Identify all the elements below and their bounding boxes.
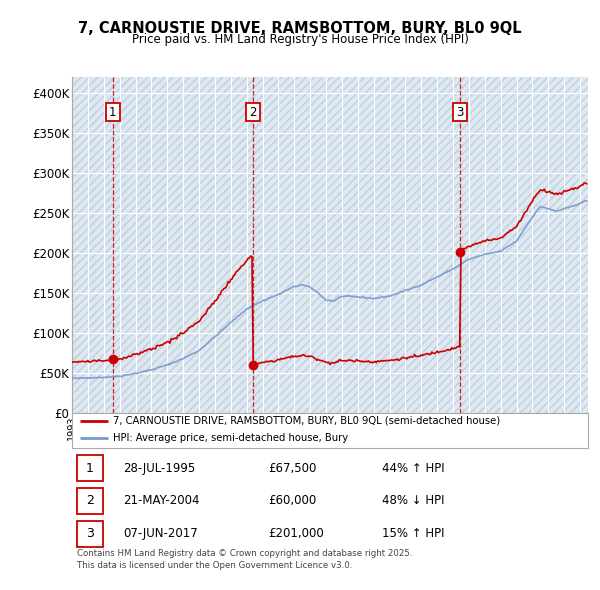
FancyBboxPatch shape: [72, 413, 588, 448]
Text: 28-JUL-1995: 28-JUL-1995: [124, 462, 196, 475]
Text: 1: 1: [86, 462, 94, 475]
Text: £201,000: £201,000: [268, 527, 324, 540]
Text: £60,000: £60,000: [268, 494, 316, 507]
Text: £67,500: £67,500: [268, 462, 316, 475]
Text: 1: 1: [109, 106, 116, 119]
Text: 7, CARNOUSTIE DRIVE, RAMSBOTTOM, BURY, BL0 9QL: 7, CARNOUSTIE DRIVE, RAMSBOTTOM, BURY, B…: [78, 21, 522, 35]
Text: 48% ↓ HPI: 48% ↓ HPI: [382, 494, 444, 507]
FancyBboxPatch shape: [77, 521, 103, 546]
Text: 21-MAY-2004: 21-MAY-2004: [124, 494, 200, 507]
FancyBboxPatch shape: [77, 455, 103, 481]
Text: 44% ↑ HPI: 44% ↑ HPI: [382, 462, 444, 475]
Text: 7, CARNOUSTIE DRIVE, RAMSBOTTOM, BURY, BL0 9QL (semi-detached house): 7, CARNOUSTIE DRIVE, RAMSBOTTOM, BURY, B…: [113, 416, 500, 426]
Text: Price paid vs. HM Land Registry's House Price Index (HPI): Price paid vs. HM Land Registry's House …: [131, 33, 469, 46]
Text: 07-JUN-2017: 07-JUN-2017: [124, 527, 199, 540]
Text: Contains HM Land Registry data © Crown copyright and database right 2025.
This d: Contains HM Land Registry data © Crown c…: [77, 549, 413, 569]
Text: 15% ↑ HPI: 15% ↑ HPI: [382, 527, 444, 540]
FancyBboxPatch shape: [77, 488, 103, 514]
Text: 3: 3: [457, 106, 464, 119]
Text: 2: 2: [249, 106, 257, 119]
Text: HPI: Average price, semi-detached house, Bury: HPI: Average price, semi-detached house,…: [113, 434, 349, 444]
Text: 2: 2: [86, 494, 94, 507]
Text: 3: 3: [86, 527, 94, 540]
